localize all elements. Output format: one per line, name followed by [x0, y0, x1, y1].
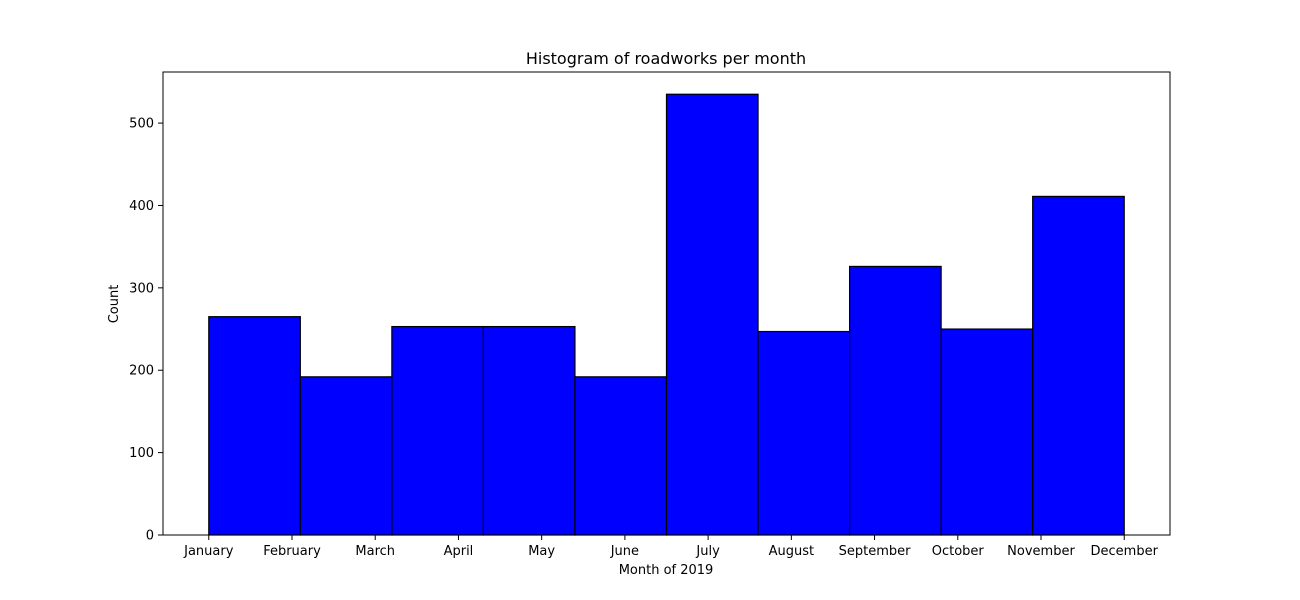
histogram-bar-6 [665, 93, 759, 536]
histogram-bar-9 [940, 328, 1034, 536]
x-axis-title: Month of 2019 [619, 563, 714, 578]
histogram-bar-1 [208, 316, 301, 536]
y-tick-label: 300 [129, 281, 154, 296]
histogram-bar-3 [391, 325, 485, 536]
x-tick-label: April [444, 544, 474, 559]
x-tick-label: November [1007, 544, 1075, 559]
x-tick-label: December [1091, 544, 1159, 559]
x-axis-ticks: January February March April May June July Augu… [183, 535, 1159, 559]
y-tick-label: 500 [129, 117, 154, 132]
y-axis-title: Count [107, 285, 122, 324]
y-tick-label: 400 [129, 199, 154, 214]
x-tick-label: March [355, 544, 395, 559]
y-tick-label: 100 [129, 446, 154, 461]
x-tick-label: June [610, 544, 639, 559]
plot-frame [162, 71, 1171, 536]
x-tick-label: September [839, 544, 912, 559]
histogram-bar-5 [574, 376, 668, 536]
histogram-bar-4 [482, 325, 576, 536]
x-tick-label: February [263, 544, 321, 559]
x-tick-label: July [695, 544, 720, 559]
chart-title: Histogram of roadworks per month [526, 49, 806, 68]
x-tick-label: August [769, 544, 815, 559]
y-tick-label: 200 [129, 364, 154, 379]
histogram-bar-8 [848, 265, 942, 536]
x-tick-label: May [528, 544, 555, 559]
bars-group [208, 93, 1125, 536]
y-axis-ticks: 0 100 200 300 400 500 [129, 117, 163, 544]
histogram-bar-10 [1032, 195, 1125, 536]
histogram-bar-2 [299, 376, 393, 536]
y-tick-label: 0 [146, 529, 154, 544]
histogram-bar-7 [757, 330, 851, 536]
x-tick-label: October [932, 544, 985, 559]
x-tick-label: January [183, 544, 234, 559]
